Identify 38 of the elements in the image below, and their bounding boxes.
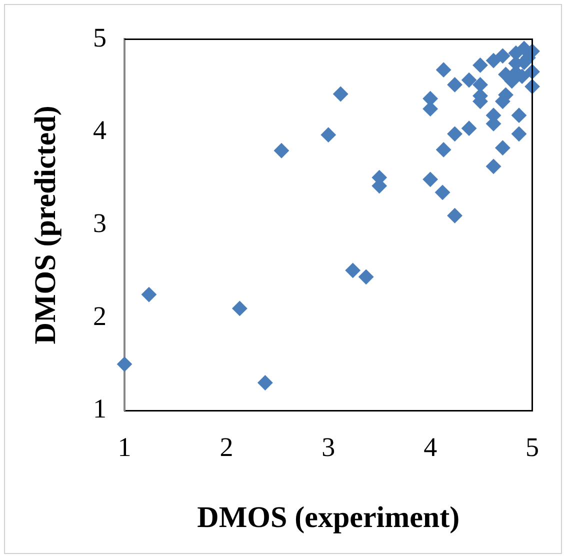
point [495,140,510,156]
point [117,356,132,372]
point [436,62,452,78]
point [436,142,452,158]
y-tick-label: 2 [93,300,106,331]
x-tick-label: 5 [526,432,539,462]
point [141,287,156,302]
y-tick-label: 1 [93,394,106,424]
x-axis-title: DMOS (experiment) [197,500,460,534]
x-tick-label: 3 [322,432,336,462]
point [447,77,462,92]
y-tick-label: 5 [93,22,106,52]
point [258,375,273,390]
point [472,58,488,73]
point [422,172,438,187]
point [486,53,502,68]
point [495,48,510,64]
x-tick-label: 4 [424,432,438,462]
point [447,208,462,224]
y-tick-label: 3 [93,208,106,238]
x-tick-label: 1 [118,432,132,462]
point [462,120,477,136]
point [232,300,248,316]
point [472,77,488,92]
point [447,126,462,142]
point [274,143,289,158]
point [512,126,526,142]
point [320,127,336,142]
point [333,86,348,102]
point [512,108,526,123]
point [435,184,450,200]
point [462,72,477,88]
y-axis-title: DMOS (predicted) [28,106,62,344]
point [345,262,360,278]
point [486,158,502,174]
x-tick-label: 2 [220,432,234,462]
point [358,269,374,284]
y-tick-label: 4 [93,115,107,146]
